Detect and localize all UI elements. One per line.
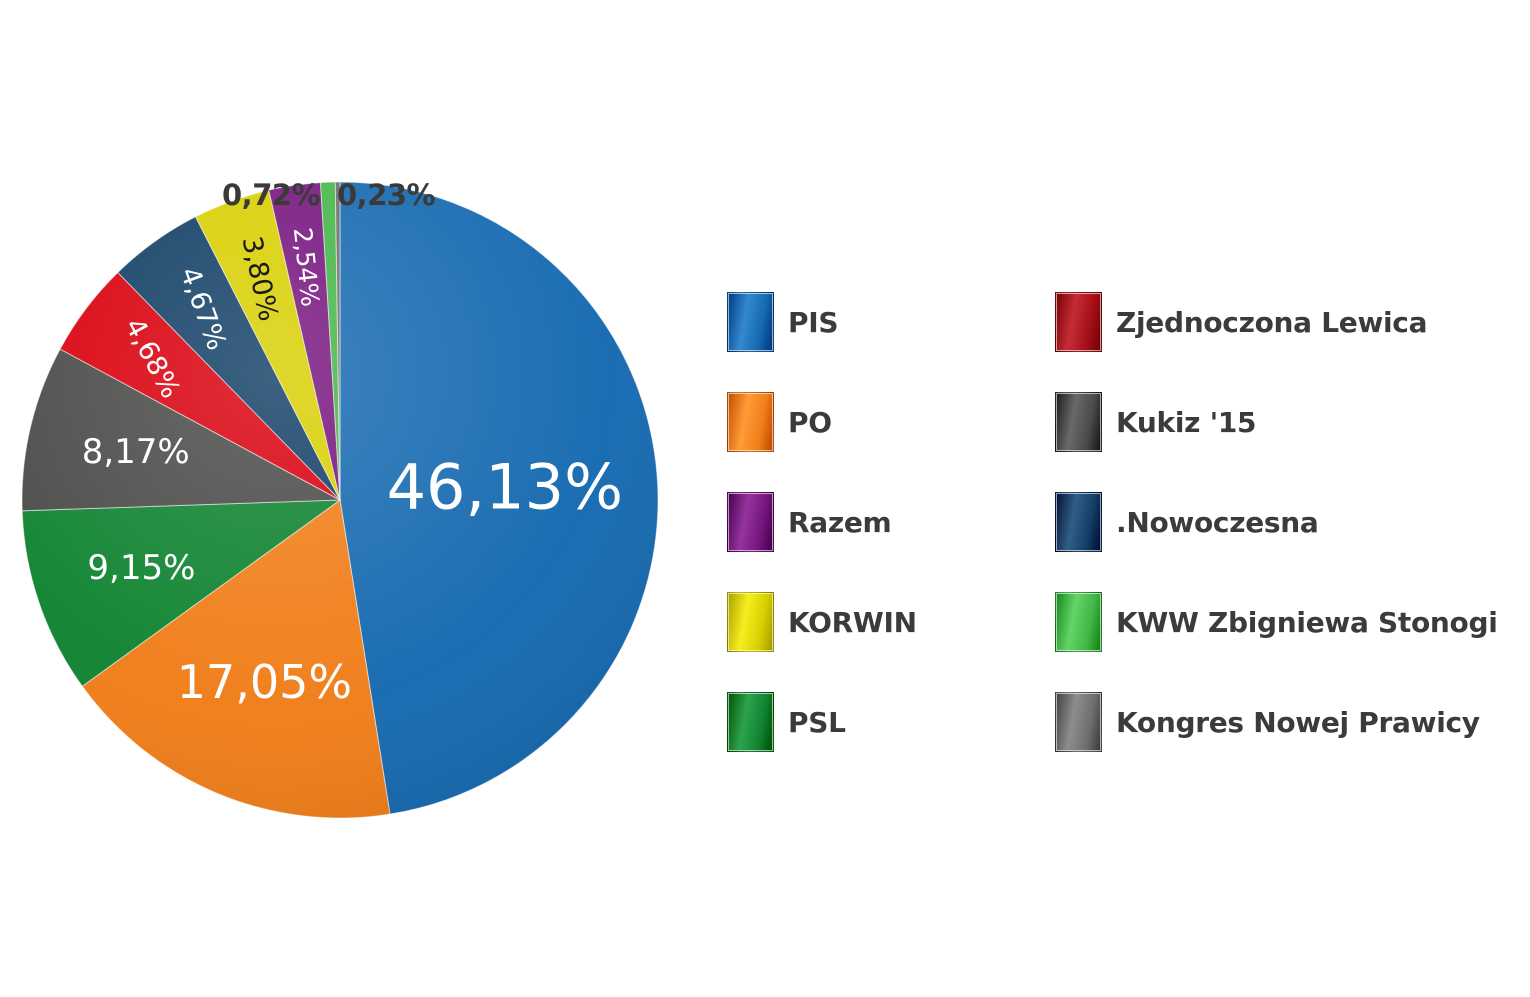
legend-item-psl[interactable]: PSL bbox=[727, 672, 917, 772]
legend-swatch-zjednoczona-lewica bbox=[1055, 292, 1102, 352]
legend-swatch-pis bbox=[727, 292, 774, 352]
slice-value-label-psl: 9,15% bbox=[87, 548, 195, 588]
legend-label-zjednoczona-lewica: Zjednoczona Lewica bbox=[1116, 305, 1428, 339]
legend-label-kukiz: Kukiz '15 bbox=[1116, 405, 1257, 439]
legend-label-psl: PSL bbox=[788, 705, 846, 739]
legend-swatch-korwin bbox=[727, 592, 774, 652]
legend-item-pis[interactable]: PIS bbox=[727, 272, 917, 372]
legend-label-korwin: KORWIN bbox=[788, 605, 917, 639]
slice-value-label-pis: 46,13% bbox=[387, 451, 623, 524]
legend-item-nowoczesna[interactable]: .Nowoczesna bbox=[1055, 472, 1498, 572]
legend-swatch-psl bbox=[727, 692, 774, 752]
legend-item-kukiz[interactable]: Kukiz '15 bbox=[1055, 372, 1498, 472]
legend-swatch-nowoczesna bbox=[1055, 492, 1102, 552]
legend-item-kww-stonoga[interactable]: KWW Zbigniewa Stonogi bbox=[1055, 572, 1498, 672]
slice-value-label-po: 17,05% bbox=[177, 655, 352, 709]
legend-swatch-po bbox=[727, 392, 774, 452]
legend-swatch-kongres-nowej-prawicy bbox=[1055, 692, 1102, 752]
slice-value-label-kukiz: 8,17% bbox=[82, 432, 190, 472]
pie-gloss-overlay bbox=[22, 182, 658, 818]
legend-column-left: PIS PO Razem KORWIN PSL bbox=[727, 272, 917, 772]
legend-swatch-kukiz bbox=[1055, 392, 1102, 452]
legend-label-kongres-nowej-prawicy: Kongres Nowej Prawicy bbox=[1116, 705, 1480, 739]
legend-item-po[interactable]: PO bbox=[727, 372, 917, 472]
legend-item-razem[interactable]: Razem bbox=[727, 472, 917, 572]
legend-label-po: PO bbox=[788, 405, 832, 439]
legend-item-korwin[interactable]: KORWIN bbox=[727, 572, 917, 672]
legend-item-kongres-nowej-prawicy[interactable]: Kongres Nowej Prawicy bbox=[1055, 672, 1498, 772]
legend-swatch-kww-stonoga bbox=[1055, 592, 1102, 652]
outside-label-stonoga: 0,72% bbox=[222, 178, 321, 212]
pie-chart-svg: 46,13%17,05%9,15%8,17%4,68%4,67% 3,80% 2,5… bbox=[21, 181, 659, 819]
chart-legend: PIS PO Razem KORWIN PSL Zjednoczon bbox=[727, 272, 1527, 752]
legend-column-right: Zjednoczona Lewica Kukiz '15 .Nowoczesna… bbox=[1055, 272, 1498, 772]
legend-swatch-razem bbox=[727, 492, 774, 552]
legend-label-razem: Razem bbox=[788, 505, 892, 539]
legend-label-kww-stonoga: KWW Zbigniewa Stonogi bbox=[1116, 605, 1498, 639]
legend-label-pis: PIS bbox=[788, 305, 839, 339]
pie-chart-area: 46,13% 17,05% 9,15% 8,17% 4,68% 4,67% 3,80% 2,5… bbox=[0, 150, 680, 850]
legend-item-zjednoczona-lewica[interactable]: Zjednoczona Lewica bbox=[1055, 272, 1498, 372]
outside-label-knp: 0,23% bbox=[337, 178, 436, 212]
legend-label-nowoczesna: .Nowoczesna bbox=[1116, 505, 1319, 539]
